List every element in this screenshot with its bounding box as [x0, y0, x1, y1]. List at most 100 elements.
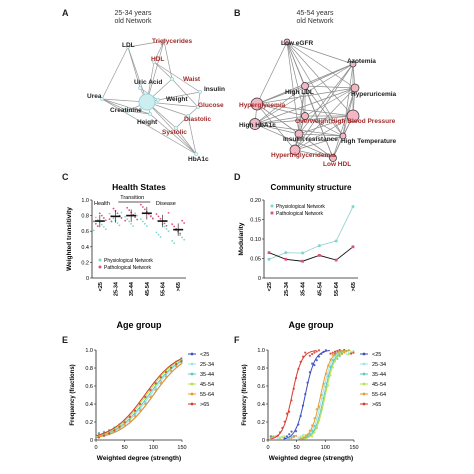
chart-f-x-tick-label: 50 — [294, 445, 300, 451]
network-a-edge — [149, 113, 197, 155]
network-b-label-azotemia: Azotemia — [347, 58, 376, 65]
chart-c-point-pathological-network — [181, 219, 184, 222]
chart-f-point-55-64 — [269, 437, 272, 440]
chart-c-point-physiological-network — [155, 231, 158, 234]
chart-f-point-65 — [290, 399, 293, 402]
chart-c-point-physiological-network — [100, 223, 103, 226]
network-b-edge — [256, 85, 306, 105]
chart-c-annotation-disease: Disease — [156, 201, 176, 207]
chart-c-legend-pathological-network: Pathological Network — [104, 265, 151, 271]
network-a-edge — [146, 101, 199, 108]
chart-c-point-physiological-network — [179, 234, 182, 236]
chart-c-point-physiological-network — [118, 224, 121, 227]
chart-f-point-65 — [308, 354, 311, 357]
chart-f-point-45-54 — [281, 436, 284, 439]
chart-f-curve-65 — [271, 350, 317, 440]
network-a-node-weight — [156, 98, 160, 102]
chart-f-point-25 — [283, 436, 286, 440]
chart-c-point-pathological-network — [143, 208, 146, 211]
network-b-edge — [294, 149, 334, 159]
chart-f-point-25 — [322, 350, 325, 353]
network-b-labels: Low eGFR Azotemia High LDL Hyperuricemia Hyp… — [239, 40, 397, 168]
chart-f-point-55-64 — [345, 350, 348, 353]
chart-e-y-axis-label: Frequency (fractions) — [70, 364, 76, 425]
chart-c-point-physiological-network — [112, 217, 115, 220]
chart-c-y-tick-label: 0.4 — [81, 245, 89, 251]
chart-e-point-55-64 — [175, 364, 178, 368]
network-b-edge — [298, 63, 354, 135]
chart-c-point-physiological-network — [165, 227, 168, 230]
chart-c-point-physiological-network — [139, 218, 142, 221]
chart-e-legend-65: >65 — [200, 402, 209, 408]
chart-f-point-45-54 — [283, 435, 286, 438]
chart-f-point-65 — [288, 410, 291, 413]
chart-f-point-55-64 — [329, 358, 332, 361]
chart-f-point-35-44 — [306, 435, 309, 438]
chart-f-point-35-44 — [308, 432, 311, 436]
chart-f-y-tick-label: 0.6 — [257, 384, 265, 390]
chart-e-point-65 — [159, 376, 162, 379]
chart-f-y-tick-label: 1.0 — [257, 348, 265, 354]
chart-c-point-physiological-network — [136, 214, 139, 217]
chart-f-point-65 — [294, 376, 298, 380]
chart-c-point-pathological-network — [183, 222, 186, 224]
network-b-edges — [254, 41, 356, 159]
chart-f-point-25 — [313, 364, 316, 367]
chart-e-point-65 — [170, 366, 173, 369]
chart-d-y-axis-label: Modularity — [238, 222, 245, 255]
network-b-edge — [254, 85, 306, 125]
panel-letter-c: C — [62, 172, 69, 182]
network-a-edge — [101, 98, 197, 155]
chart-f-point-45-54 — [317, 419, 321, 422]
network-b-edge — [342, 63, 354, 137]
chart-f-point-65 — [304, 351, 307, 354]
network-b-edge — [294, 87, 356, 151]
chart-e-y-tick-label: 1.0 — [85, 348, 93, 354]
chart-c-point-pathological-network — [134, 216, 137, 219]
network-a-label-weight: Weight — [166, 96, 188, 103]
network-a-node-uric-acid — [138, 86, 142, 90]
chart-f-point-65 — [292, 387, 295, 390]
network-b-label-overweight: Overweight — [295, 118, 331, 125]
chart-c-point-pathological-network — [100, 214, 103, 217]
network-a-node-creatinine — [126, 109, 130, 113]
network-a-node-diastolic — [186, 114, 190, 118]
network-b-node-high-hba1c — [249, 118, 261, 130]
chart-c-x-tick-label: 35-44 — [129, 281, 135, 296]
chart-c-point-physiological-network — [134, 212, 137, 215]
chart-f-point-65 — [336, 349, 339, 353]
chart-c-point-physiological-network — [128, 220, 131, 223]
network-a-node-height — [148, 112, 152, 116]
network-b-label-low-egfr: Low eGFR — [281, 40, 313, 47]
chart-c-y-tick-label: 0.2 — [81, 260, 89, 266]
chart-f-point-65 — [352, 351, 355, 354]
network-b-node-hyperuricemia — [350, 83, 360, 93]
chart-f-point-65 — [276, 434, 279, 437]
network-a-edge — [197, 91, 201, 108]
network-b-label-hyperuricemia: Hyperuricemia — [351, 91, 397, 98]
network-b-edge — [304, 85, 356, 89]
chart-c-point-physiological-network — [173, 242, 176, 245]
network-a-edge — [101, 98, 151, 115]
chart-f-point-65 — [350, 352, 353, 355]
chart-e-point-65 — [123, 421, 126, 424]
chart-c-point-pathological-network — [128, 209, 131, 212]
chart-c-legend-physiological-network: Physiological Network — [104, 258, 153, 264]
chart-c-point-physiological-network — [92, 229, 95, 232]
chart-e-legend-25-34: 25-34 — [200, 362, 214, 368]
chart-c-point-pathological-network — [151, 217, 154, 220]
chart-f-legend-35-44: 35-44 — [372, 372, 386, 378]
network-a-node-urea — [100, 97, 104, 101]
chart-f-point-65 — [333, 350, 337, 353]
chart-e-legend-marker-55-64 — [190, 392, 194, 396]
network-b-node-hypertriglyceridemia — [289, 144, 301, 156]
chart-f-x-tick-label: 0 — [266, 445, 269, 451]
network-a-nodes — [100, 39, 202, 156]
network-b-node-high-blood-pressure — [346, 109, 360, 123]
chart-f-point-65 — [299, 360, 302, 363]
chart-f-legend-marker-25-34 — [362, 362, 366, 366]
network-a-edge — [175, 115, 189, 129]
chart-f-point-65 — [315, 350, 318, 353]
chart-d-legend-physiological-network: Physiological Network — [276, 204, 325, 210]
chart-f-point-25 — [294, 430, 298, 433]
